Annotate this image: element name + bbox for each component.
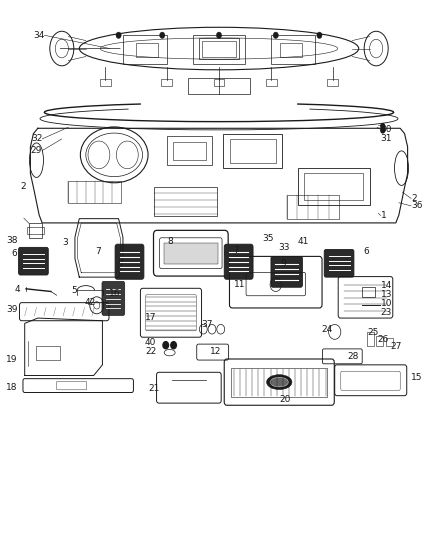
Text: 38: 38 <box>6 237 17 246</box>
Bar <box>29 223 42 238</box>
Text: 8: 8 <box>167 237 173 246</box>
Text: 35: 35 <box>262 235 273 244</box>
Text: 15: 15 <box>411 373 423 382</box>
Bar <box>35 346 60 360</box>
Ellipse shape <box>267 375 292 390</box>
Text: 13: 13 <box>381 290 392 299</box>
Text: 25: 25 <box>367 328 379 337</box>
Text: 33: 33 <box>279 244 290 253</box>
Bar <box>386 338 393 346</box>
Text: 17: 17 <box>145 312 156 321</box>
Text: 39: 39 <box>6 304 17 313</box>
Text: 14: 14 <box>381 281 392 290</box>
Text: 28: 28 <box>347 352 359 361</box>
Bar <box>287 195 339 219</box>
Bar <box>163 243 218 264</box>
Text: 10: 10 <box>381 299 392 308</box>
Text: 23: 23 <box>381 308 392 317</box>
Bar <box>304 173 363 200</box>
Text: 34: 34 <box>33 31 44 40</box>
Bar <box>297 168 370 205</box>
Bar <box>230 139 276 163</box>
Bar <box>272 35 315 64</box>
Circle shape <box>216 32 222 38</box>
Text: 29: 29 <box>31 146 42 155</box>
Text: 11: 11 <box>234 279 246 288</box>
Text: 20: 20 <box>279 395 291 404</box>
Text: 18: 18 <box>6 383 17 392</box>
Bar <box>193 35 245 64</box>
Text: 2: 2 <box>411 194 417 203</box>
Text: 27: 27 <box>390 342 402 351</box>
Text: 24: 24 <box>321 325 332 334</box>
Text: 2: 2 <box>21 182 26 191</box>
Circle shape <box>317 32 322 38</box>
Circle shape <box>273 32 279 38</box>
Text: 36: 36 <box>411 201 423 211</box>
Bar <box>27 227 44 233</box>
Bar <box>280 43 302 56</box>
FancyBboxPatch shape <box>324 249 354 277</box>
Bar <box>136 43 158 56</box>
Text: 6: 6 <box>11 249 17 259</box>
Circle shape <box>116 32 121 38</box>
Bar <box>68 181 121 203</box>
FancyBboxPatch shape <box>18 247 48 275</box>
Bar <box>123 35 166 64</box>
Bar <box>188 78 250 94</box>
Bar <box>100 79 111 86</box>
FancyBboxPatch shape <box>115 244 144 279</box>
Bar <box>161 79 172 86</box>
Text: 6: 6 <box>363 247 369 256</box>
Text: 12: 12 <box>210 347 222 356</box>
Text: 4: 4 <box>15 285 20 294</box>
Bar <box>223 134 283 168</box>
Bar <box>201 41 237 56</box>
Bar <box>153 187 217 216</box>
Ellipse shape <box>270 377 288 387</box>
Text: 16: 16 <box>109 288 120 297</box>
Bar <box>327 79 338 86</box>
Text: 1: 1 <box>381 211 386 220</box>
Circle shape <box>380 127 385 134</box>
Text: 37: 37 <box>201 320 213 329</box>
Bar <box>214 79 224 86</box>
Circle shape <box>159 32 165 38</box>
Circle shape <box>380 123 385 130</box>
Text: 19: 19 <box>6 355 17 364</box>
Bar <box>166 136 212 165</box>
Bar <box>266 79 277 86</box>
Bar <box>173 142 206 160</box>
Bar <box>199 38 239 59</box>
Text: 32: 32 <box>31 134 42 143</box>
Text: 5: 5 <box>71 286 77 295</box>
Text: 26: 26 <box>377 335 389 344</box>
Text: 3: 3 <box>63 238 68 247</box>
Text: 40: 40 <box>145 338 156 347</box>
FancyBboxPatch shape <box>224 244 253 279</box>
Circle shape <box>170 341 177 350</box>
Bar <box>367 333 374 346</box>
Text: 42: 42 <box>85 298 96 307</box>
Text: 31: 31 <box>381 134 392 143</box>
Text: 9: 9 <box>280 260 286 268</box>
Bar <box>231 368 327 397</box>
FancyBboxPatch shape <box>102 281 125 316</box>
Text: 7: 7 <box>95 247 101 256</box>
FancyBboxPatch shape <box>271 256 302 287</box>
Text: 41: 41 <box>297 237 309 246</box>
Text: 21: 21 <box>148 384 160 393</box>
Bar <box>376 336 383 346</box>
Text: 30: 30 <box>381 125 392 134</box>
Circle shape <box>162 341 169 350</box>
Bar <box>362 287 375 297</box>
Text: 22: 22 <box>145 347 156 356</box>
Text: 7: 7 <box>233 246 239 255</box>
